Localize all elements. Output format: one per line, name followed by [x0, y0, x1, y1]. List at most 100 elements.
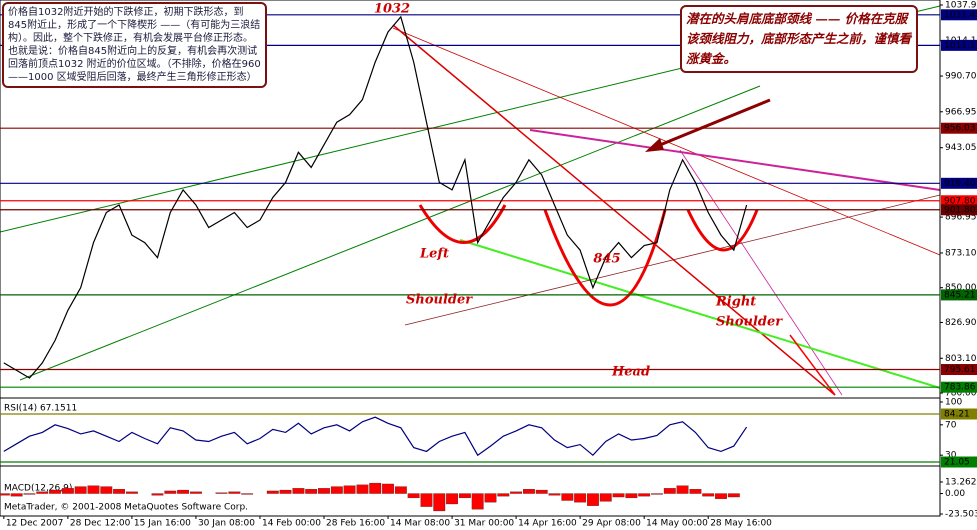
annotation: Left — [419, 247, 449, 262]
annotation: 1032 — [374, 2, 410, 17]
annotation: Shoulder — [716, 315, 783, 330]
histogram-bar — [433, 493, 446, 512]
histogram-bar — [382, 483, 394, 494]
histogram-bar — [74, 486, 87, 494]
y-tick-label: 873.10 — [945, 248, 977, 258]
y-tick-label: 826.90 — [945, 318, 977, 328]
x-tick-label: 30 Jan 08:00 — [198, 519, 255, 529]
x-tick-label: 28 May 16:00 — [710, 519, 772, 529]
level-label: 21.05 — [944, 458, 970, 468]
annotation: Head — [611, 365, 650, 380]
level-box — [941, 408, 977, 420]
histogram-bar — [215, 492, 228, 494]
y-tick-label: 13.262 — [945, 478, 977, 488]
histogram-bar — [510, 491, 523, 494]
y-tick-label: 990.70 — [945, 72, 977, 82]
y-tick-label: 100 — [945, 398, 962, 408]
y-tick-label: 780.00 — [945, 389, 977, 399]
histogram-bar — [36, 491, 49, 494]
level-label: 919.40 — [944, 179, 976, 189]
y-tick-label: 943.05 — [945, 143, 977, 153]
histogram-bar — [561, 493, 574, 501]
histogram-bar — [305, 489, 318, 494]
macd-panel — [0, 465, 941, 517]
series-line — [3, 416, 748, 457]
histogram-bar — [190, 491, 202, 494]
arrow — [654, 98, 771, 149]
histogram-bar — [612, 493, 625, 498]
panel-title: MACD(12,26,9) — [4, 484, 72, 494]
histogram-bar — [484, 493, 497, 503]
histogram-bar — [599, 493, 612, 502]
annotation: 845 — [593, 252, 620, 267]
histogram-bar — [241, 493, 254, 495]
head-curve — [543, 209, 667, 307]
histogram-bar — [574, 493, 587, 503]
histogram-bar — [61, 488, 74, 494]
level-box — [941, 204, 977, 216]
level-box — [941, 456, 977, 468]
level-box — [941, 289, 977, 301]
level-label: 956.03 — [944, 124, 976, 134]
trendlines — [0, 5, 941, 396]
level-label: 1031.43 — [944, 10, 977, 20]
trend-line — [404, 194, 941, 326]
histogram-bar — [228, 491, 241, 494]
shoulder-curve — [418, 204, 507, 244]
histogram-bar — [407, 493, 420, 499]
histogram-bar — [702, 493, 715, 497]
histogram-bar — [394, 486, 407, 494]
histogram-bar — [87, 485, 100, 494]
histogram-bar — [587, 493, 599, 506]
rsi-panel — [0, 397, 941, 467]
histogram-bar — [10, 493, 23, 497]
histogram-bar — [369, 482, 382, 494]
histogram-bar — [548, 493, 561, 496]
level-box — [941, 39, 977, 51]
histogram-bar — [676, 485, 689, 494]
histogram-bar — [343, 485, 356, 494]
histogram-bar — [177, 489, 190, 494]
y-tick-label: 1037.94 — [945, 1, 977, 11]
analysis-note: 价格自1032附近开始的下跌修正，初期下跌形态，到845附近止，形成了一个下降楔… — [2, 2, 267, 88]
histogram-bar — [292, 488, 305, 494]
level-label: 783.86 — [944, 383, 976, 393]
histogram-bar — [689, 489, 702, 494]
histogram-bar — [663, 488, 676, 494]
x-tick-label: 28 Dec 12:00 — [70, 519, 131, 529]
trend-line — [789, 334, 836, 396]
y-tick-label: 966.95 — [945, 107, 977, 117]
histogram-bar — [330, 486, 343, 494]
histogram-bar — [356, 484, 369, 494]
histogram-bar — [471, 493, 484, 510]
histogram-bar — [715, 493, 727, 499]
histogram-bar — [49, 489, 61, 494]
y-tick-label: 850.00 — [945, 283, 977, 293]
histogram-bar — [651, 493, 663, 495]
x-tick-label: 14 Apr 16:00 — [518, 519, 577, 529]
level-box — [941, 122, 977, 134]
level-label: 84.21 — [944, 410, 970, 420]
level-box — [941, 177, 977, 189]
y-tick-label: 0.00 — [945, 489, 965, 499]
annotation: Right — [715, 295, 756, 310]
panel-title: RSI(14) 67.1511 — [4, 404, 77, 414]
level-label: 907.80 — [944, 196, 976, 206]
level-box — [941, 364, 977, 376]
y-tick-label: 70 — [945, 420, 957, 430]
y-tick-label: 896.95 — [945, 213, 977, 223]
shoulder-curve — [686, 209, 759, 252]
trend-line — [679, 149, 843, 396]
x-tick-label: 14 May 00:00 — [646, 519, 708, 529]
histogram-bar — [100, 486, 113, 494]
histogram-bar — [151, 493, 164, 496]
histogram-bar — [446, 493, 458, 505]
histogram-bar — [318, 488, 330, 494]
level-box — [941, 195, 977, 207]
histogram-bar — [266, 490, 279, 494]
histogram-bar — [727, 493, 740, 498]
x-tick-label: 29 Apr 08:00 — [582, 519, 641, 529]
histogram-bar — [0, 493, 10, 496]
